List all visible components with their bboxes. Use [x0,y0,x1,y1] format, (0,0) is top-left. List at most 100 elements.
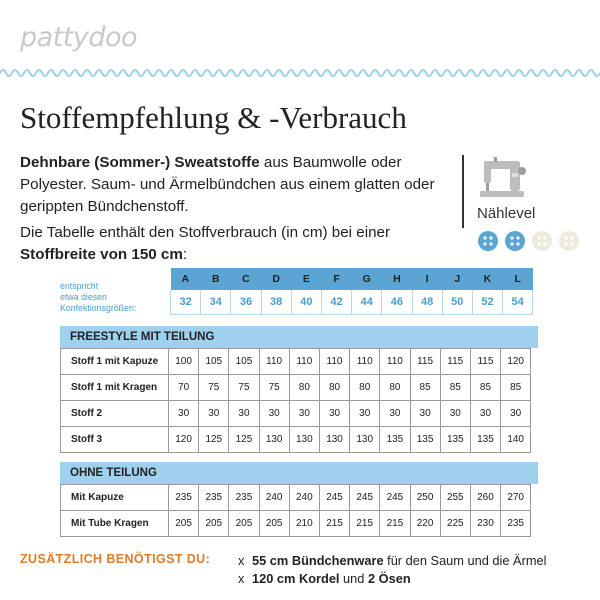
extra-item-bold: 55 cm Bündchenware [252,553,384,568]
table-cell: 110 [318,348,351,375]
sizes-note-line: entspricht [60,281,99,291]
size-number: 52 [471,290,504,315]
size-number: 54 [502,290,534,315]
table-cell: 85 [439,374,471,401]
table-cell: 75 [258,374,290,401]
extra-item-text: für den Saum und die Ärmel [383,553,547,568]
sewing-button-empty-icon [559,231,579,251]
table-cell: 205 [228,510,260,537]
table-cell: 125 [228,426,260,453]
table-cell: 215 [349,510,381,537]
size-number: 50 [441,290,473,315]
intro-text-2: Die Tabelle enthält den Stoffverbrauch (… [20,224,391,241]
table-cell: 75 [198,374,230,401]
table-cell: 120 [167,426,200,453]
row-label: Stoff 1 mit Kragen [60,374,169,401]
row-label: Stoff 3 [60,426,169,453]
table-row: Stoff 3 120 125 125 130 130 130 130 135 135 135 135… [60,426,532,453]
table-cell: 235 [500,510,532,537]
table-cell: 205 [167,510,200,537]
table-row: Mit Tube Kragen 205 205 205 205 210 215 215 215 2… [60,510,532,537]
size-letter: F [321,268,353,290]
table-cell: 30 [167,400,200,427]
size-number: 48 [411,290,443,315]
table-cell: 135 [469,426,502,453]
extra-item: x 120 cm Kordel und 2 Ösen [238,570,546,588]
table-cell: 270 [500,484,532,511]
table-cell: 30 [198,400,230,427]
table-cell: 245 [379,484,411,511]
extra-item: x 55 cm Bündchenware für den Saum und die… [238,552,546,570]
table-cell: 30 [469,400,502,427]
table-row: Stoff 1 mit Kapuze 100 105 105 110 110 110 110 1… [60,348,532,375]
row-label: Stoff 2 [60,400,169,427]
size-letter: L [502,268,534,290]
table-cell: 260 [469,484,502,511]
section-header: FREESTYLE MIT TEILUNG [60,326,538,348]
table-cell: 240 [258,484,290,511]
brand-logo: pattydoo [20,22,138,53]
table-cell: 115 [409,348,441,375]
extra-item-bold: 2 Ösen [367,571,411,586]
table-cell: 235 [228,484,260,511]
section-header: OHNE TEILUNG [60,462,538,484]
table-cell: 245 [349,484,381,511]
size-number: 36 [230,290,262,315]
sewing-button-filled-icon [478,231,498,251]
table-cell: 80 [349,374,381,401]
sewing-button-empty-icon [532,231,552,251]
table-cell: 85 [500,374,532,401]
table-cell: 230 [469,510,502,537]
table-cell: 105 [228,348,260,375]
table-cell: 245 [318,484,351,511]
sewing-button-filled-icon [505,231,525,251]
table-cell: 120 [500,348,532,375]
table-cell: 130 [288,426,320,453]
table-cell: 105 [198,348,230,375]
table-cell: 30 [409,400,441,427]
table-cell: 30 [318,400,351,427]
sizes-note-line: Konfektionsgrößen: [60,303,137,313]
intro-text: Dehnbare (Sommer-) Sweatstoffe aus Baumw… [20,152,450,266]
table-cell: 130 [349,426,381,453]
sizes-note-line: etwa diesen [60,292,107,302]
size-number: 38 [260,290,292,315]
table-cell: 110 [379,348,411,375]
table-cell: 30 [228,400,260,427]
table-row: Stoff 1 mit Kragen 70 75 75 75 80 80 80 80 85 85 85… [60,374,532,401]
table-cell: 115 [439,348,471,375]
table-cell: 255 [439,484,471,511]
size-letter: H [381,268,413,290]
page-title: Stoffempfehlung & -Verbrauch [20,100,407,135]
size-letter: E [291,268,322,290]
table-cell: 220 [409,510,441,537]
size-number: 40 [290,290,322,315]
consumption-table: Mit Kapuze 235 235 235 240 240 245 245 245 250 255… [60,484,532,537]
size-number: 46 [381,290,413,315]
extra-label: ZUSÄTZLICH BENÖTIGST DU: [20,552,211,566]
table-cell: 240 [288,484,320,511]
naehlevel-label: Nählevel [477,205,536,222]
intro-paragraph-2: Die Tabelle enthält den Stoffverbrauch (… [20,222,450,266]
naehlevel-rating [477,230,580,252]
size-number-row: 32 34 36 38 40 42 44 46 48 50 52 54 [169,290,534,315]
size-number: 44 [351,290,383,315]
intro-colon: : [182,246,188,263]
bullet: x [238,553,245,568]
consumption-table: Stoff 1 mit Kapuze 100 105 105 110 110 110 110 1… [60,348,532,453]
table-cell: 135 [439,426,471,453]
table-cell: 130 [258,426,290,453]
table-cell: 30 [379,400,411,427]
table-cell: 215 [318,510,351,537]
extra-item-text: und [339,571,368,586]
size-letter: I [412,268,443,290]
table-cell: 80 [379,374,411,401]
table-cell: 235 [198,484,230,511]
table-cell: 110 [258,348,290,375]
table-cell: 140 [500,426,532,453]
table-cell: 100 [167,348,200,375]
size-letter: B [200,268,232,290]
table-cell: 115 [469,348,502,375]
sizes-note: entspricht etwa diesen Konfektionsgrößen… [60,281,170,314]
